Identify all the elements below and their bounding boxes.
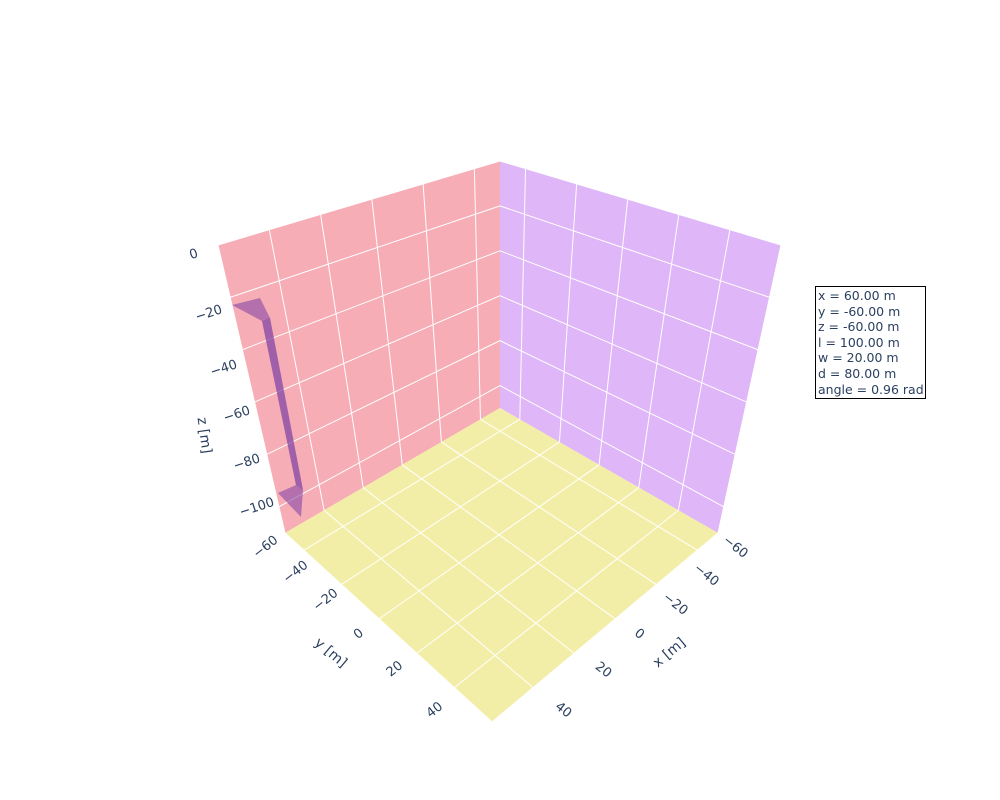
z-tick-label: −40 bbox=[209, 357, 240, 380]
annotation-line-z: z = -60.00 m bbox=[818, 319, 900, 335]
z-tick-label: 0 bbox=[188, 246, 201, 263]
grid-line bbox=[473, 168, 481, 420]
body-face bbox=[232, 298, 303, 517]
x-axis-title: x [m] bbox=[650, 635, 689, 671]
annotation-line-w: w = 20.00 m bbox=[818, 350, 899, 366]
grid-line bbox=[441, 441, 657, 585]
x-tick-label: 40 bbox=[552, 699, 574, 721]
grid-line bbox=[362, 487, 575, 654]
parameter-annotation: x = 60.00 m y = -60.00 m z = -60.00 m l … bbox=[815, 286, 926, 400]
grid-line bbox=[558, 183, 578, 443]
dike-body bbox=[232, 298, 303, 517]
grid-line bbox=[266, 340, 501, 455]
scene-walls bbox=[218, 161, 781, 722]
scene-grid bbox=[217, 160, 782, 723]
z-axis-title: z [m] bbox=[194, 416, 215, 454]
grid-line bbox=[499, 205, 770, 298]
grid-line bbox=[341, 441, 560, 585]
wall-right bbox=[500, 161, 781, 533]
grid-line bbox=[323, 509, 534, 689]
grid-line bbox=[717, 244, 782, 534]
x-tick-label: −40 bbox=[691, 561, 722, 590]
grid-line bbox=[480, 418, 698, 551]
grid-line bbox=[242, 250, 501, 351]
body-face bbox=[262, 318, 303, 490]
z-tick-label: −20 bbox=[194, 302, 225, 325]
grid-line bbox=[499, 340, 736, 455]
grid-line bbox=[278, 385, 501, 508]
grid-line bbox=[284, 532, 493, 723]
grid-line bbox=[401, 464, 616, 620]
annotation-line-d: d = 80.00 m bbox=[818, 365, 897, 381]
grid-line bbox=[499, 385, 724, 508]
z-tick-label: −80 bbox=[232, 451, 263, 474]
grid-line bbox=[303, 418, 521, 551]
grid-line bbox=[320, 214, 364, 488]
y-tick-label: −40 bbox=[280, 558, 311, 587]
grid-line bbox=[416, 487, 640, 654]
x-tick-label: −20 bbox=[660, 590, 691, 619]
grid-line bbox=[378, 464, 600, 620]
grid-line bbox=[254, 295, 501, 403]
y-tick-label: −60 bbox=[250, 533, 281, 562]
grid-line bbox=[499, 160, 782, 246]
grid-line bbox=[217, 244, 286, 534]
grid-line bbox=[499, 295, 747, 403]
y-tick-label: 0 bbox=[351, 626, 367, 643]
y-tick-label: −20 bbox=[310, 586, 341, 615]
z-tick-label: −100 bbox=[238, 495, 277, 520]
z-tick-label: −60 bbox=[222, 403, 253, 426]
grid-line bbox=[519, 168, 527, 420]
y-tick-label: 40 bbox=[424, 699, 446, 721]
y-axis-title: y [m] bbox=[311, 635, 350, 671]
grid-line bbox=[454, 509, 679, 689]
grid-line bbox=[499, 250, 759, 351]
grid-line bbox=[217, 160, 501, 246]
grid-line bbox=[638, 214, 680, 488]
annotation-line-angle: angle = 0.96 rad bbox=[818, 381, 924, 397]
x-tick-label: 0 bbox=[631, 626, 647, 643]
annotation-line-y: y = -60.00 m bbox=[818, 303, 901, 319]
annotation-line-l: l = 100.00 m bbox=[818, 334, 900, 350]
x-tick-label: −60 bbox=[720, 533, 751, 562]
grid-line bbox=[230, 205, 501, 298]
grid-line bbox=[491, 532, 719, 723]
grid-line bbox=[422, 183, 442, 443]
grid-line bbox=[268, 229, 325, 511]
x-tick-label: 20 bbox=[592, 659, 614, 681]
y-tick-label: 20 bbox=[384, 658, 406, 680]
annotation-line-x: x = 60.00 m bbox=[818, 288, 896, 303]
grid-line bbox=[677, 229, 731, 511]
grid-line bbox=[598, 199, 629, 465]
grid-line bbox=[371, 199, 403, 465]
wall-floor bbox=[285, 408, 718, 722]
